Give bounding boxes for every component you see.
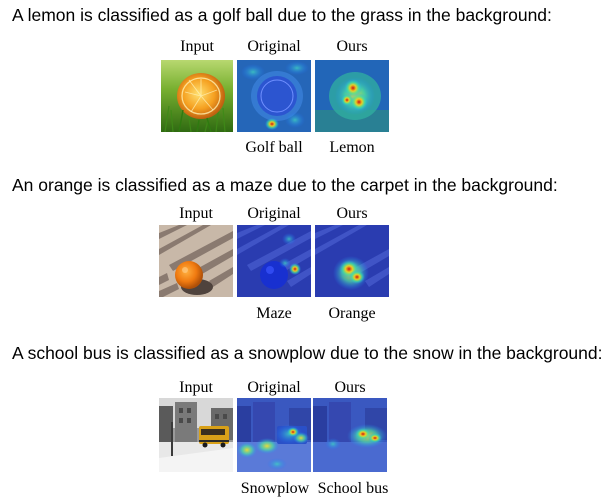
- example-1-input-label: Input: [180, 38, 214, 55]
- orange-ours-heatmap: [315, 225, 389, 297]
- example-2-ours-label: Ours: [336, 205, 368, 222]
- example-3-input-label: Input: [179, 379, 213, 396]
- example-2-caption: An orange is classified as a maze due to…: [12, 175, 558, 195]
- example-1-caption: A lemon is classified as a golf ball due…: [12, 5, 552, 25]
- example-1-ours-label: Ours: [336, 38, 368, 55]
- example-2-original-label: Original: [247, 205, 301, 222]
- orange-original-heatmap: [237, 225, 311, 297]
- bus-input-image: [159, 398, 233, 472]
- example-3-original-label: Original: [247, 379, 301, 396]
- example-2-original-prediction: Maze: [256, 305, 292, 322]
- example-2-input-label: Input: [179, 205, 213, 222]
- bus-original-heatmap: [237, 398, 311, 472]
- lemon-ours-heatmap: [315, 60, 389, 132]
- example-2-ours-prediction: Orange: [328, 305, 376, 322]
- example-3-ours-prediction: School bus: [317, 480, 389, 497]
- lemon-input-image: [161, 60, 233, 132]
- lemon-original-heatmap: [237, 60, 311, 132]
- orange-input-image: [159, 225, 233, 297]
- example-3-ours-label: Ours: [334, 379, 366, 396]
- example-3-caption: A school bus is classified as a snowplow…: [12, 343, 603, 363]
- example-3-original-prediction: Snowplow: [240, 480, 310, 497]
- bus-ours-heatmap: [313, 398, 387, 472]
- example-1-original-prediction: Golf ball: [245, 139, 303, 156]
- example-1-ours-prediction: Lemon: [329, 139, 375, 156]
- example-1-original-label: Original: [247, 38, 301, 55]
